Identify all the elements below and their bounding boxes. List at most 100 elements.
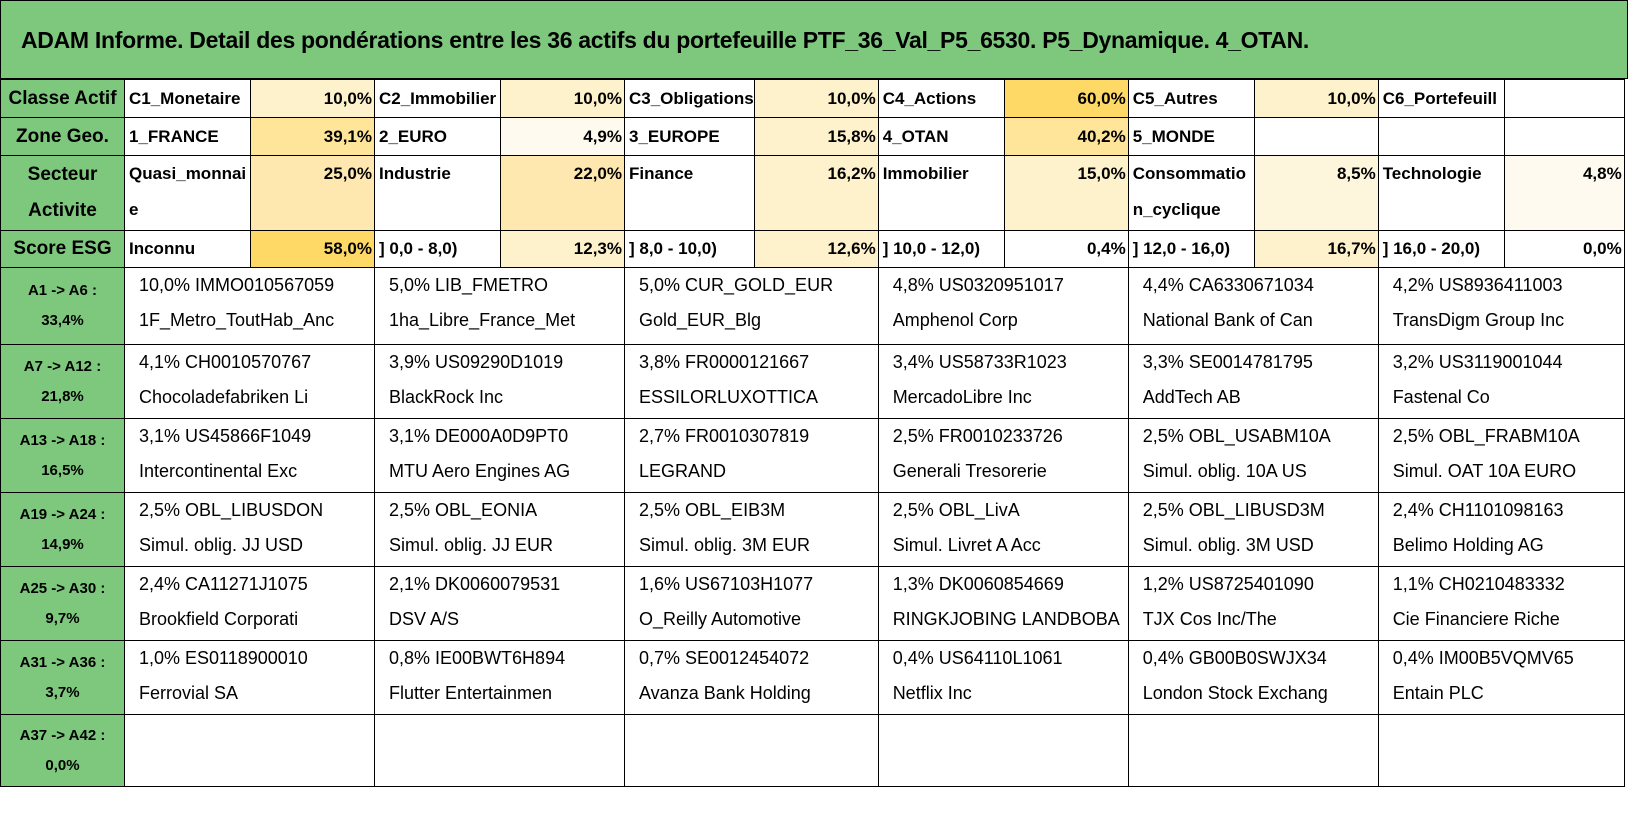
asset-weight-code: 2,1% DK0060079531 bbox=[389, 574, 561, 594]
asset-weight-code: 3,4% US58733R1023 bbox=[892, 352, 1067, 372]
cell-percent: 40,2% bbox=[1003, 117, 1129, 156]
asset-row-header: A37 -> A42 : 0,0% bbox=[0, 714, 125, 787]
asset-weight-code: 2,5% OBL_EONIA bbox=[389, 500, 538, 520]
cell-percent: 4,8% bbox=[1503, 155, 1625, 231]
asset-range: A1 -> A6 : bbox=[27, 282, 98, 299]
asset-weight-code: 0,8% IE00BWT6H894 bbox=[389, 648, 566, 668]
asset-name: Gold_EUR_Blg bbox=[639, 310, 762, 330]
asset-cell: 3,1% US45866F1049 Intercontinental Exc bbox=[124, 418, 375, 493]
asset-weight-code: 5,0% CUR_GOLD_EUR bbox=[639, 275, 834, 295]
asset-cell: 0,7% SE0012454072 Avanza Bank Holding bbox=[624, 640, 879, 715]
asset-row: A7 -> A12 : 21,8% 4,1% CH0010570767 Chocol… bbox=[0, 344, 1625, 419]
asset-range: A31 -> A36 : bbox=[19, 653, 106, 671]
asset-range-total: 21,8% bbox=[41, 387, 84, 405]
cell-label: ] 16,0 - 20,0) bbox=[1377, 230, 1505, 268]
asset-cell: 1,6% US67103H1077 O_Reilly Automotive bbox=[624, 566, 879, 641]
cell-label: ] 12,0 - 16,0) bbox=[1127, 230, 1255, 268]
asset-cell: 0,4% IM00B5VQMV65 Entain PLC bbox=[1377, 640, 1625, 715]
asset-weight-code: 5,0% LIB_FMETRO bbox=[389, 275, 549, 295]
cell-percent: 15,8% bbox=[753, 117, 879, 156]
asset-weight-code: 3,1% US45866F1049 bbox=[139, 426, 312, 446]
asset-name: MTU Aero Engines AG bbox=[389, 461, 571, 481]
asset-name: Simul. oblig. JJ EUR bbox=[389, 535, 554, 555]
cell-label: 1_FRANCE bbox=[124, 117, 251, 156]
asset-weight-code: 1,3% DK0060854669 bbox=[892, 574, 1064, 594]
asset-name: Avanza Bank Holding bbox=[639, 683, 811, 703]
asset-name: Simul. oblig. 3M EUR bbox=[639, 535, 811, 555]
asset-cell: 4,2% US8936411003 TransDigm Group Inc bbox=[1377, 267, 1625, 345]
asset-cell bbox=[624, 714, 879, 787]
asset-weight-code: 3,1% DE000A0D9PT0 bbox=[389, 426, 569, 446]
asset-name: Brookfield Corporati bbox=[139, 609, 299, 629]
cell-percent: 12,6% bbox=[753, 230, 879, 268]
asset-name: Simul. oblig. 3M USD bbox=[1142, 535, 1314, 555]
row-header: Secteur Activite bbox=[0, 155, 125, 231]
cell-label: C6_Portefeuill bbox=[1377, 79, 1505, 118]
asset-name: AddTech AB bbox=[1142, 387, 1241, 407]
asset-cell: 3,8% FR0000121667 ESSILORLUXOTTICA bbox=[624, 344, 879, 419]
asset-row: A19 -> A24 : 14,9% 2,5% OBL_LIBUSDON Simul… bbox=[0, 492, 1625, 567]
asset-name: London Stock Exchang bbox=[1142, 683, 1328, 703]
cell-percent: 16,2% bbox=[753, 155, 879, 231]
asset-cell: 2,5% OBL_FRABM10A Simul. OAT 10A EURO bbox=[1377, 418, 1625, 493]
asset-name: Simul. OAT 10A EURO bbox=[1392, 461, 1577, 481]
asset-name: RINGKJOBING LANDBOBA bbox=[892, 609, 1120, 629]
asset-weight-code: 4,8% US0320951017 bbox=[892, 275, 1064, 295]
asset-range-total: 14,9% bbox=[41, 535, 84, 553]
asset-weight-code: 4,1% CH0010570767 bbox=[139, 352, 312, 372]
cell-label: Finance bbox=[624, 155, 755, 231]
cell-percent: 0,4% bbox=[1003, 230, 1129, 268]
cell-label: C4_Actions bbox=[877, 79, 1005, 118]
asset-weight-code: 2,5% FR0010233726 bbox=[892, 426, 1063, 446]
asset-weight-code: 3,2% US3119001044 bbox=[1392, 352, 1563, 372]
cell-percent bbox=[1253, 117, 1379, 156]
asset-cell: 1,3% DK0060854669 RINGKJOBING LANDBOBA bbox=[877, 566, 1129, 641]
cell-label: Inconnu bbox=[124, 230, 251, 268]
row-header: Zone Geo. bbox=[0, 117, 125, 156]
asset-range: A19 -> A24 : bbox=[19, 505, 106, 523]
asset-name: Simul. oblig. JJ USD bbox=[139, 535, 304, 555]
asset-cell bbox=[374, 714, 625, 787]
asset-weight-code: 3,9% US09290D1019 bbox=[389, 352, 564, 372]
asset-weight-code: 0,4% IM00B5VQMV65 bbox=[1392, 648, 1574, 668]
asset-cell: 2,4% CH1101098163 Belimo Holding AG bbox=[1377, 492, 1625, 567]
cell-percent bbox=[1503, 117, 1625, 156]
cell-percent bbox=[1503, 79, 1625, 118]
cell-label: C5_Autres bbox=[1127, 79, 1255, 118]
asset-cell: 5,0% LIB_FMETRO 1ha_Libre_France_Met bbox=[374, 267, 625, 345]
asset-name: Simul. oblig. 10A US bbox=[1142, 461, 1307, 481]
asset-weight-code: 2,5% OBL_LIBUSDON bbox=[139, 500, 324, 520]
cell-percent: 10,0% bbox=[250, 79, 375, 118]
asset-name: MercadoLibre Inc bbox=[892, 387, 1032, 407]
cell-label: 2_EURO bbox=[374, 117, 501, 156]
asset-cell bbox=[124, 714, 375, 787]
asset-cell: 5,0% CUR_GOLD_EUR Gold_EUR_Blg bbox=[624, 267, 879, 345]
asset-row-header: A13 -> A18 : 16,5% bbox=[0, 418, 125, 493]
asset-name: Chocoladefabriken Li bbox=[139, 387, 309, 407]
asset-cell: 3,9% US09290D1019 BlackRock Inc bbox=[374, 344, 625, 419]
cell-percent: 39,1% bbox=[250, 117, 375, 156]
asset-row-header: A19 -> A24 : 14,9% bbox=[0, 492, 125, 567]
asset-name: BlackRock Inc bbox=[389, 387, 504, 407]
asset-weight-code: 4,4% CA6330671034 bbox=[1142, 275, 1314, 295]
summary-row-score-esg: Score ESG Inconnu 58,0% ] 0,0 - 8,0) 12,… bbox=[0, 230, 1625, 268]
cell-label: 5_MONDE bbox=[1127, 117, 1255, 156]
asset-cell bbox=[1377, 714, 1625, 787]
asset-name: Cie Financiere Riche bbox=[1392, 609, 1560, 629]
asset-name: Simul. Livret A Acc bbox=[892, 535, 1041, 555]
asset-weight-code: 3,3% SE0014781795 bbox=[1142, 352, 1313, 372]
asset-name: DSV A/S bbox=[389, 609, 460, 629]
asset-range: A25 -> A30 : bbox=[19, 579, 106, 597]
asset-weight-code: 1,1% CH0210483332 bbox=[1392, 574, 1565, 594]
asset-weight-code: 1,0% ES0118900010 bbox=[139, 648, 308, 668]
cell-label: Technologie bbox=[1377, 155, 1505, 231]
cell-percent: 4,9% bbox=[500, 117, 625, 156]
asset-row-header: A7 -> A12 : 21,8% bbox=[0, 344, 125, 419]
asset-cell: 2,7% FR0010307819 LEGRAND bbox=[624, 418, 879, 493]
asset-cell: 2,4% CA11271J1075 Brookfield Corporati bbox=[124, 566, 375, 641]
summary-row-secteur-activite: Secteur Activite Quasi_monnaie 25,0% Ind… bbox=[0, 155, 1625, 231]
title-bar: ADAM Informe. Detail des pondérations en… bbox=[0, 0, 1628, 79]
cell-label: Consommation_cyclique bbox=[1127, 155, 1255, 231]
asset-name: Intercontinental Exc bbox=[139, 461, 298, 481]
